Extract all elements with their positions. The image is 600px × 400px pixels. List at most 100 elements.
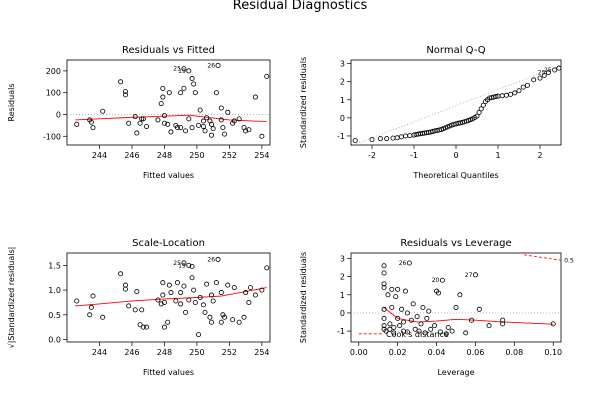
data-point xyxy=(178,125,184,131)
data-point xyxy=(422,330,428,336)
data-point xyxy=(181,85,187,91)
data-point xyxy=(259,287,265,293)
data-point xyxy=(88,119,94,125)
data-point xyxy=(524,82,530,88)
data-point xyxy=(218,105,224,111)
data-point xyxy=(139,307,145,313)
data-point xyxy=(202,128,208,134)
data-point xyxy=(174,280,180,286)
data-point xyxy=(424,315,430,321)
smoother-line xyxy=(75,114,267,122)
data-point xyxy=(395,286,401,292)
data-point xyxy=(218,319,224,325)
data-point xyxy=(189,125,195,131)
y-tick-label: 0 xyxy=(56,110,61,119)
data-point xyxy=(248,285,254,291)
data-point xyxy=(428,326,434,332)
data-point xyxy=(225,109,231,115)
data-point xyxy=(160,85,166,91)
data-point xyxy=(395,315,401,321)
data-point xyxy=(389,286,395,292)
data-point xyxy=(369,137,375,143)
data-point xyxy=(126,303,132,309)
data-point xyxy=(90,125,96,131)
data-point xyxy=(556,65,562,71)
data-point xyxy=(222,314,228,320)
y-tick-label: 1.0 xyxy=(48,286,61,295)
x-axis-label: Theoretical Quantiles xyxy=(412,171,498,180)
plot-frame xyxy=(350,59,562,146)
data-point xyxy=(209,292,215,298)
data-point xyxy=(87,312,93,318)
data-point xyxy=(191,81,197,87)
data-point xyxy=(463,118,469,124)
qq-reference-line xyxy=(350,65,562,147)
data-point xyxy=(158,101,164,107)
y-tick-label: 200 xyxy=(46,67,61,76)
point-label: 25 xyxy=(173,66,181,73)
data-point xyxy=(207,314,213,320)
data-point xyxy=(222,131,228,137)
x-tick-label: 2 xyxy=(537,151,542,160)
data-point xyxy=(118,79,124,85)
data-point xyxy=(215,62,221,68)
x-tick-label: 0.00 xyxy=(350,348,368,357)
data-point xyxy=(220,312,226,318)
panel-title: Residuals vs Leverage xyxy=(400,238,511,249)
data-point xyxy=(137,120,143,126)
data-point xyxy=(457,292,463,298)
data-point xyxy=(476,306,482,312)
data-point xyxy=(406,260,412,266)
data-point xyxy=(516,88,522,94)
data-point xyxy=(472,272,478,278)
data-point xyxy=(225,282,231,288)
data-point xyxy=(461,119,467,125)
data-point xyxy=(181,260,187,266)
x-tick-label: 246 xyxy=(124,151,139,160)
data-point xyxy=(126,120,132,126)
point-label: 25 xyxy=(544,67,552,74)
y-tick-label: 100 xyxy=(46,89,61,98)
data-point xyxy=(503,92,509,98)
data-point xyxy=(443,331,449,337)
data-point xyxy=(241,314,247,320)
plot-frame xyxy=(66,59,271,146)
data-point xyxy=(414,314,420,320)
point-label: 25 xyxy=(173,260,181,267)
x-tick-label: 1 xyxy=(495,151,500,160)
data-point xyxy=(393,294,399,300)
data-point xyxy=(213,90,219,96)
data-point xyxy=(178,301,184,307)
data-point xyxy=(160,94,166,100)
smoother-line xyxy=(383,307,554,325)
y-tick-label: 0.0 xyxy=(48,336,61,345)
data-point xyxy=(537,75,543,81)
y-tick-label: 0.5 xyxy=(48,311,61,320)
data-point xyxy=(466,117,472,123)
data-point xyxy=(499,93,505,99)
data-point xyxy=(132,307,138,313)
data-point xyxy=(512,90,518,96)
data-point xyxy=(399,306,405,312)
y-tick-label: -100 xyxy=(43,132,61,141)
data-point xyxy=(383,328,389,334)
data-point xyxy=(100,108,106,114)
data-point xyxy=(88,304,94,310)
data-point xyxy=(161,324,167,330)
data-point xyxy=(74,298,80,304)
data-point xyxy=(197,107,203,113)
plot-frame xyxy=(350,252,562,343)
data-point xyxy=(134,130,140,136)
data-point xyxy=(416,328,422,334)
x-axis-label: Leverage xyxy=(437,368,474,377)
data-point xyxy=(243,128,249,134)
x-axis-label: Fitted values xyxy=(143,368,194,377)
y-tick-label: 2 xyxy=(340,78,345,87)
data-point xyxy=(381,323,387,329)
data-point xyxy=(155,117,161,123)
data-point xyxy=(186,116,192,122)
data-point xyxy=(437,329,443,335)
data-point xyxy=(420,304,426,310)
data-point xyxy=(160,292,166,298)
